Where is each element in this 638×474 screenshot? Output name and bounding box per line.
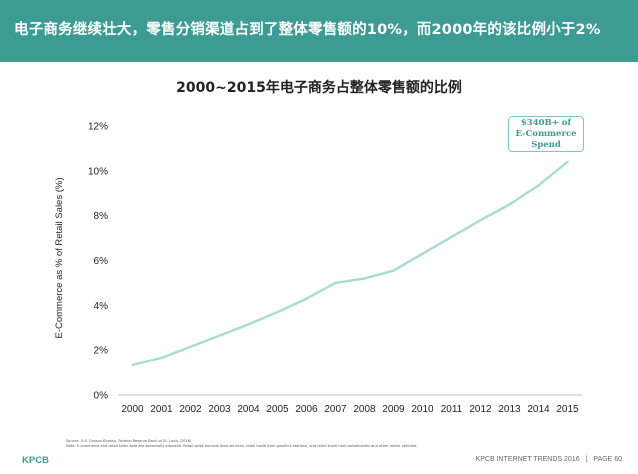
y-tick-labels: 0% 2% 4% 6% 8% 10% 12% xyxy=(88,122,108,402)
data-point xyxy=(479,219,482,222)
callout-line-1: $340B+ of xyxy=(520,118,572,128)
footer-page: PAGE 60 xyxy=(593,456,622,463)
x-tick-label: 2007 xyxy=(324,404,347,415)
series-layer xyxy=(131,160,569,366)
data-point xyxy=(218,334,221,337)
x-tick-label: 2014 xyxy=(527,404,550,415)
y-tick-label: 8% xyxy=(94,211,109,222)
header-banner: 电子商务继续壮大，零售分销渠道占到了整体零售额的10%，而2000年的该比例小于… xyxy=(0,0,638,62)
x-tick-label: 2013 xyxy=(498,404,521,415)
x-tick-label: 2005 xyxy=(266,404,289,415)
data-point xyxy=(508,203,511,206)
y-tick-label: 2% xyxy=(94,346,109,357)
data-point xyxy=(363,277,366,280)
x-tick-label: 2012 xyxy=(469,404,492,415)
footer: KPCB INTERNET TRENDS 2016 | PAGE 60 xyxy=(472,456,622,463)
data-point xyxy=(189,345,192,348)
data-point xyxy=(566,160,569,163)
data-point xyxy=(537,184,540,187)
source-note: Source: U.S. Census Bureau, Federal Rese… xyxy=(66,439,446,449)
data-point xyxy=(421,252,424,255)
footer-separator: | xyxy=(585,456,588,463)
y-tick-label: 6% xyxy=(94,256,109,267)
x-tick-label: 2004 xyxy=(237,404,260,415)
spend-callout: $340B+ of E-Commerce Spend xyxy=(508,116,584,152)
x-tick-label: 2000 xyxy=(121,404,144,415)
x-tick-label: 2008 xyxy=(353,404,376,415)
y-tick-label: 12% xyxy=(88,122,108,133)
x-tick-label: 2006 xyxy=(295,404,318,415)
data-point xyxy=(392,269,395,272)
x-tick-label: 2009 xyxy=(382,404,405,415)
source-line: Source: U.S. Census Bureau, Federal Rese… xyxy=(66,439,192,443)
y-tick-label: 10% xyxy=(88,166,108,177)
data-point xyxy=(334,282,337,284)
data-point xyxy=(276,311,279,313)
x-tick-label: 2010 xyxy=(411,404,434,415)
data-point xyxy=(450,236,453,238)
x-tick-labels: 2000 2001 2002 2003 2004 2005 2006 2007 2008 2009… xyxy=(121,404,579,415)
data-point xyxy=(160,357,163,359)
kpcb-logo: KPCB xyxy=(22,455,49,466)
data-point xyxy=(247,323,250,326)
callout-line-3: Spend xyxy=(531,140,561,150)
x-tick-label: 2002 xyxy=(179,404,202,415)
callout-line-2: E-Commerce xyxy=(515,129,577,139)
x-tick-label: 2001 xyxy=(150,404,173,415)
chart-title: 2000~2015年电子商务占整体零售额的比例 xyxy=(176,80,462,96)
series-line xyxy=(131,160,569,366)
y-tick-label: 4% xyxy=(94,301,109,312)
data-point xyxy=(131,363,134,366)
y-axis-label: E-Commerce as % of Retail Sales (%) xyxy=(54,177,65,338)
x-tick-label: 2003 xyxy=(208,404,231,415)
footer-report: KPCB INTERNET TRENDS 2016 xyxy=(475,456,580,463)
note-line: Note: E-commerce and retail sales data a… xyxy=(66,444,418,448)
x-tick-label: 2011 xyxy=(441,404,463,415)
data-point xyxy=(305,297,308,300)
page-title: 电子商务继续壮大，零售分销渠道占到了整体零售额的10%，而2000年的该比例小于… xyxy=(14,22,601,38)
x-tick-label: 2015 xyxy=(556,404,579,415)
y-tick-label: 0% xyxy=(94,391,109,402)
